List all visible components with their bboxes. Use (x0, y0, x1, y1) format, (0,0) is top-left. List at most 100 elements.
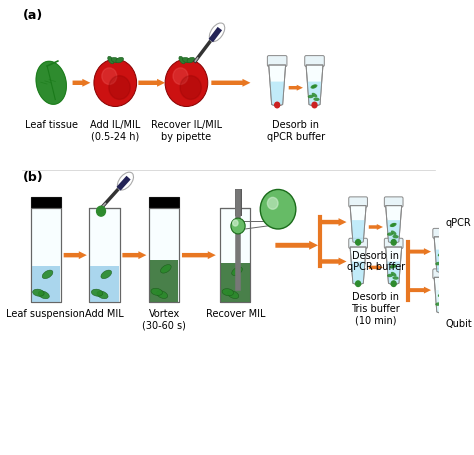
Ellipse shape (438, 293, 444, 297)
Polygon shape (435, 250, 448, 274)
FancyBboxPatch shape (349, 197, 367, 207)
Circle shape (267, 198, 278, 210)
Ellipse shape (38, 291, 49, 299)
Ellipse shape (210, 24, 225, 42)
Text: Leaf tissue: Leaf tissue (25, 120, 78, 130)
Ellipse shape (312, 94, 317, 98)
Polygon shape (351, 262, 365, 286)
Bar (32, 267, 60, 303)
Circle shape (109, 76, 130, 100)
Ellipse shape (435, 303, 441, 306)
FancyArrow shape (320, 219, 346, 227)
Polygon shape (386, 248, 401, 286)
Ellipse shape (97, 291, 108, 299)
Polygon shape (387, 262, 401, 286)
FancyArrow shape (408, 248, 431, 256)
FancyArrow shape (122, 252, 146, 259)
Text: Leaf suspension: Leaf suspension (7, 308, 85, 318)
Ellipse shape (311, 85, 318, 90)
Polygon shape (306, 66, 323, 107)
Bar (31, 209, 61, 303)
FancyArrow shape (369, 265, 383, 271)
Text: Recover MIL: Recover MIL (206, 308, 265, 318)
Bar (149, 209, 179, 303)
FancyBboxPatch shape (349, 239, 367, 249)
Bar (31, 198, 61, 209)
Circle shape (165, 60, 208, 107)
Bar (91, 267, 119, 303)
Ellipse shape (101, 271, 111, 279)
FancyBboxPatch shape (267, 56, 287, 67)
Polygon shape (434, 278, 449, 314)
Circle shape (356, 281, 361, 287)
Ellipse shape (439, 301, 445, 305)
Ellipse shape (42, 271, 53, 279)
Bar (220, 209, 250, 303)
Circle shape (233, 221, 238, 227)
Ellipse shape (116, 58, 124, 64)
FancyBboxPatch shape (384, 239, 403, 249)
FancyArrow shape (369, 225, 383, 230)
Ellipse shape (232, 268, 242, 276)
Text: (a): (a) (23, 9, 43, 21)
Ellipse shape (438, 253, 444, 257)
Text: Recover IL/MIL
by pipette: Recover IL/MIL by pipette (151, 120, 222, 142)
Polygon shape (434, 238, 449, 274)
Bar (90, 209, 120, 303)
FancyArrow shape (64, 252, 87, 259)
FancyArrow shape (182, 252, 216, 259)
Ellipse shape (391, 265, 397, 269)
Ellipse shape (439, 260, 445, 265)
FancyArrow shape (320, 258, 346, 266)
Bar (149, 198, 179, 209)
Ellipse shape (310, 85, 317, 89)
Ellipse shape (392, 235, 399, 239)
Text: Desorb in
qPCR buffer: Desorb in qPCR buffer (267, 120, 325, 142)
Ellipse shape (91, 289, 103, 297)
Text: Add IL/MIL
(0.5-24 h): Add IL/MIL (0.5-24 h) (90, 120, 140, 142)
FancyArrow shape (275, 241, 318, 250)
Ellipse shape (151, 288, 163, 296)
Circle shape (391, 281, 396, 287)
Circle shape (94, 60, 137, 107)
Ellipse shape (391, 231, 396, 236)
Ellipse shape (182, 58, 191, 64)
Polygon shape (269, 66, 286, 107)
FancyArrow shape (408, 287, 431, 294)
Text: qPCR: qPCR (445, 217, 471, 228)
Circle shape (180, 76, 201, 100)
Ellipse shape (33, 289, 44, 297)
Ellipse shape (390, 265, 396, 269)
Ellipse shape (387, 233, 393, 236)
Ellipse shape (440, 265, 447, 268)
Ellipse shape (391, 223, 397, 228)
Ellipse shape (390, 223, 396, 228)
Ellipse shape (387, 274, 393, 278)
Circle shape (260, 190, 296, 229)
Ellipse shape (435, 262, 441, 266)
Circle shape (312, 103, 317, 109)
Ellipse shape (308, 96, 314, 99)
Text: Desorb in
qPCR buffer: Desorb in qPCR buffer (347, 250, 405, 272)
Circle shape (97, 207, 106, 217)
FancyArrow shape (289, 86, 303, 91)
FancyBboxPatch shape (384, 197, 403, 207)
FancyArrow shape (138, 80, 165, 87)
Ellipse shape (439, 293, 445, 298)
Ellipse shape (108, 57, 114, 65)
Text: Qubit: Qubit (445, 318, 472, 328)
Ellipse shape (187, 58, 195, 64)
Bar (220, 209, 250, 303)
Polygon shape (351, 221, 365, 244)
Ellipse shape (118, 173, 134, 191)
Bar (150, 260, 178, 303)
Circle shape (391, 240, 396, 246)
Text: (b): (b) (23, 170, 44, 183)
Circle shape (231, 219, 245, 234)
Bar (31, 209, 61, 303)
Polygon shape (435, 290, 448, 314)
Ellipse shape (161, 265, 171, 273)
Polygon shape (387, 221, 401, 244)
Circle shape (102, 69, 117, 85)
Text: Desorb in
Tris buffer
(10 min): Desorb in Tris buffer (10 min) (352, 292, 400, 324)
